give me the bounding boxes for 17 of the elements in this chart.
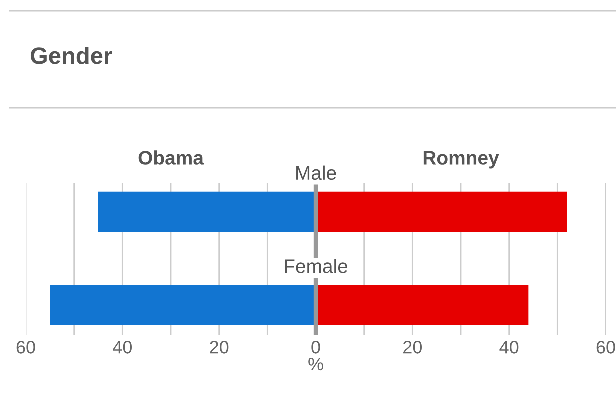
series-label: Romney <box>424 151 500 169</box>
chart-title: Gender <box>30 46 112 64</box>
x-tick-label: 60 <box>16 341 36 354</box>
series-label: Obama <box>138 150 204 165</box>
bar <box>98 192 316 232</box>
y-tick-label: Male <box>296 166 336 180</box>
x-tick-label: 40 <box>500 341 519 354</box>
bar <box>316 192 568 232</box>
x-tick-label: 20 <box>404 341 422 354</box>
x-tick-label: 20 <box>210 341 229 354</box>
x-tick-label: 40 <box>113 341 132 354</box>
x-axis-title: % <box>308 358 324 371</box>
bar <box>316 285 529 326</box>
bar <box>50 285 316 326</box>
x-tick-label: 0 <box>312 341 320 354</box>
y-tick-label: Female <box>285 259 348 274</box>
x-tick-label: 60 <box>596 341 616 354</box>
